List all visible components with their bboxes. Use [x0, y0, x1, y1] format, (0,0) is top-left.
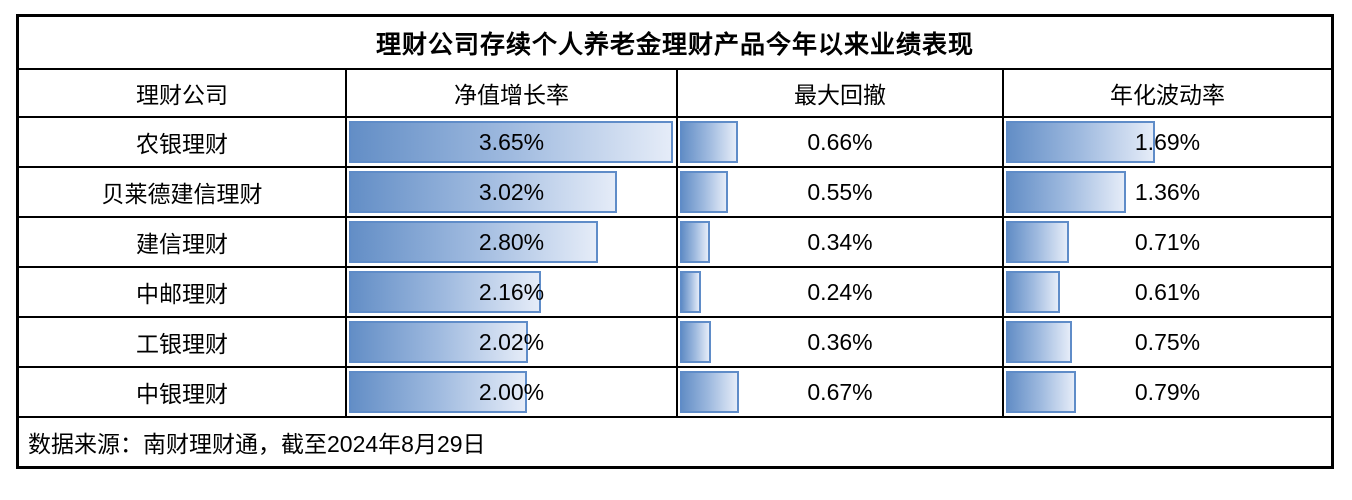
bar-track: [680, 171, 999, 213]
drawdown-data-bar: [680, 321, 712, 363]
data-source-note: 数据来源：南财理财通，截至2024年8月29日: [28, 431, 486, 457]
growth-cell: 2.02%: [345, 318, 676, 366]
bar-track: [680, 121, 999, 163]
drawdown-cell: 0.67%: [676, 368, 1002, 416]
bar-track: [349, 221, 673, 263]
bar-track: [680, 271, 999, 313]
growth-value: 3.02%: [478, 178, 545, 205]
header-volatility: 年化波动率: [1002, 70, 1331, 116]
growth-value: 2.00%: [478, 378, 545, 405]
drawdown-cell: 0.55%: [676, 168, 1002, 216]
volatility-cell: 1.69%: [1002, 118, 1331, 166]
volatility-value: 0.71%: [1134, 228, 1201, 255]
bar-track: [1006, 271, 1328, 313]
growth-data-bar: [349, 321, 529, 363]
drawdown-data-bar: [680, 371, 739, 413]
bar-track: [349, 321, 673, 363]
bar-track: [680, 321, 999, 363]
volatility-value: 0.79%: [1134, 378, 1201, 405]
bar-track: [349, 271, 673, 313]
company-name: 建信理财: [136, 231, 228, 257]
drawdown-value: 0.55%: [807, 178, 873, 205]
table-title: 理财公司存续个人养老金理财产品今年以来业绩表现: [375, 30, 974, 59]
drawdown-value: 0.66%: [807, 128, 873, 155]
bar-track: [1006, 321, 1328, 363]
company-name: 中银理财: [136, 381, 228, 407]
volatility-data-bar: [1006, 271, 1060, 313]
table-row: 贝莱德建信理财 3.02% 0.55% 1.36%: [19, 166, 1331, 216]
performance-table: 理财公司存续个人养老金理财产品今年以来业绩表现 理财公司 净值增长率 最大回撤 …: [16, 14, 1334, 469]
table-row: 建信理财 2.80% 0.34% 0.71%: [19, 216, 1331, 266]
drawdown-cell: 0.66%: [676, 118, 1002, 166]
volatility-data-bar: [1006, 321, 1073, 363]
volatility-cell: 0.71%: [1002, 218, 1331, 266]
bar-track: [680, 221, 999, 263]
table-header-row: 理财公司 净值增长率 最大回撤 年化波动率: [19, 68, 1331, 116]
drawdown-data-bar: [680, 271, 701, 313]
table-title-row: 理财公司存续个人养老金理财产品今年以来业绩表现: [19, 17, 1331, 68]
volatility-data-bar: [1006, 221, 1069, 263]
growth-value: 2.16%: [478, 278, 545, 305]
volatility-data-bar: [1006, 171, 1126, 213]
table-footer-row: 数据来源：南财理财通，截至2024年8月29日: [19, 416, 1331, 466]
growth-data-bar: [349, 121, 673, 163]
bar-track: [1006, 221, 1328, 263]
bar-track: [349, 171, 673, 213]
drawdown-cell: 0.24%: [676, 268, 1002, 316]
drawdown-value: 0.34%: [807, 228, 873, 255]
bar-track: [1006, 171, 1328, 213]
company-name: 工银理财: [136, 331, 228, 357]
company-name: 贝莱德建信理财: [101, 181, 263, 207]
volatility-cell: 0.75%: [1002, 318, 1331, 366]
company-name: 中邮理财: [136, 281, 228, 307]
volatility-value: 0.61%: [1134, 278, 1201, 305]
growth-data-bar: [349, 221, 598, 263]
table-row: 农银理财 3.65% 0.66% 1.69%: [19, 116, 1331, 166]
volatility-cell: 0.79%: [1002, 368, 1331, 416]
volatility-cell: 1.36%: [1002, 168, 1331, 216]
volatility-cell: 0.61%: [1002, 268, 1331, 316]
drawdown-data-bar: [680, 171, 729, 213]
bar-track: [349, 121, 673, 163]
bar-track: [680, 371, 999, 413]
volatility-value: 1.36%: [1134, 178, 1201, 205]
growth-value: 2.80%: [478, 228, 545, 255]
drawdown-value: 0.24%: [807, 278, 873, 305]
volatility-data-bar: [1006, 371, 1076, 413]
volatility-value: 0.75%: [1134, 328, 1201, 355]
table-row: 中邮理财 2.16% 0.24% 0.61%: [19, 266, 1331, 316]
table-row: 中银理财 2.00% 0.67% 0.79%: [19, 366, 1331, 416]
header-drawdown: 最大回撤: [676, 70, 1002, 116]
drawdown-cell: 0.34%: [676, 218, 1002, 266]
growth-data-bar: [349, 171, 618, 213]
company-name: 农银理财: [136, 131, 228, 157]
growth-cell: 3.65%: [345, 118, 676, 166]
growth-cell: 3.02%: [345, 168, 676, 216]
bar-track: [1006, 371, 1328, 413]
drawdown-value: 0.67%: [807, 378, 873, 405]
drawdown-data-bar: [680, 121, 738, 163]
growth-value: 2.02%: [478, 328, 545, 355]
growth-value: 3.65%: [478, 128, 545, 155]
drawdown-data-bar: [680, 221, 710, 263]
volatility-data-bar: [1006, 121, 1156, 163]
drawdown-cell: 0.36%: [676, 318, 1002, 366]
header-company: 理财公司: [136, 82, 228, 108]
growth-data-bar: [349, 371, 527, 413]
volatility-value: 1.69%: [1134, 128, 1201, 155]
drawdown-value: 0.36%: [807, 328, 873, 355]
bar-track: [1006, 121, 1328, 163]
growth-cell: 2.00%: [345, 368, 676, 416]
header-growth: 净值增长率: [345, 70, 676, 116]
growth-cell: 2.16%: [345, 268, 676, 316]
growth-cell: 2.80%: [345, 218, 676, 266]
bar-track: [349, 371, 673, 413]
table-row: 工银理财 2.02% 0.36% 0.75%: [19, 316, 1331, 366]
growth-data-bar: [349, 271, 541, 313]
